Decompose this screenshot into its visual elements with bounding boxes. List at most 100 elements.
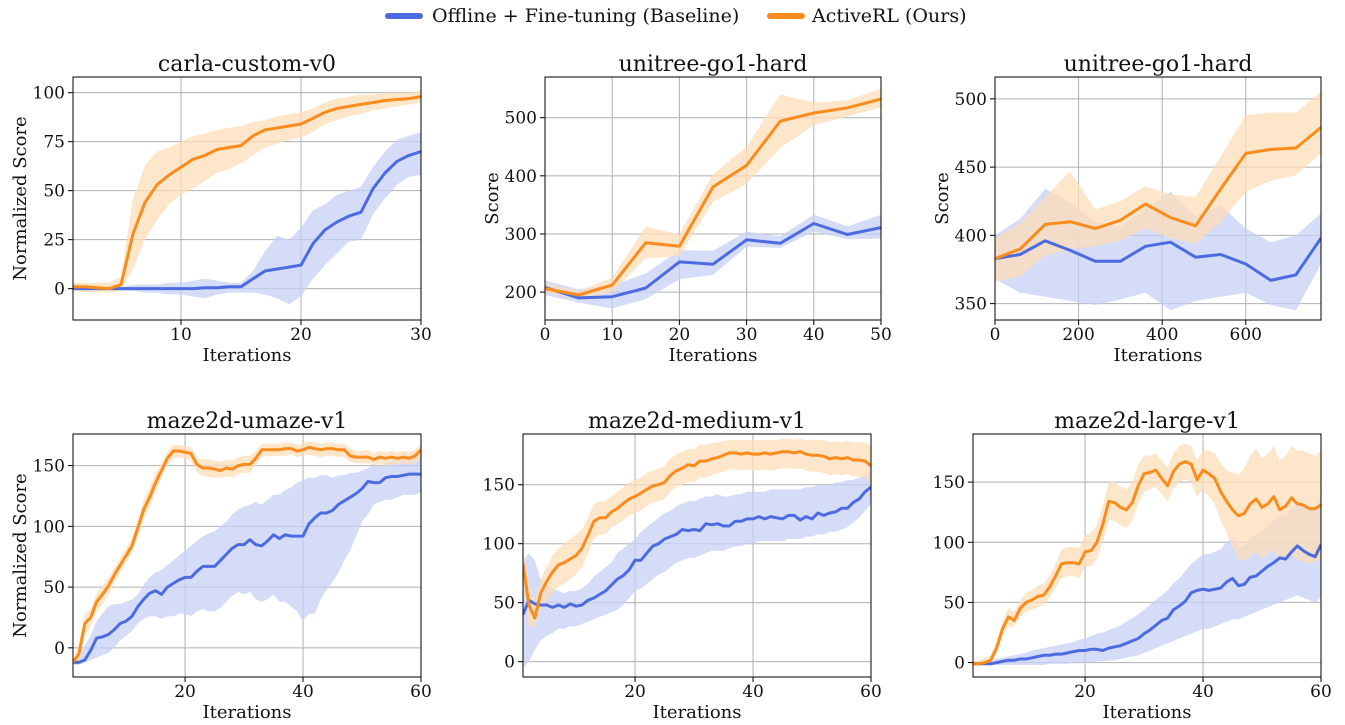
y-tick-label: 0 [954, 654, 965, 674]
chart-title: unitree-go1-hard [619, 52, 808, 77]
x-tick-label: 60 [1310, 682, 1332, 702]
plot-frame [72, 76, 422, 321]
series-line-baseline [973, 544, 1321, 666]
y-tick-label: 150 [33, 457, 65, 477]
x-tick-label: 40 [803, 325, 825, 345]
y-tick-label: 50 [43, 578, 65, 598]
y-tick-label: 150 [483, 476, 515, 496]
y-tick-label: 0 [54, 639, 65, 659]
series-line-baseline [73, 150, 421, 291]
chart-panel-5: 20 40 60 0 50 100 150 maze2d-medium-v1 Iteration… [483, 409, 882, 723]
x-tick-label: 10 [170, 325, 192, 345]
plot-frame [972, 433, 1322, 678]
legend-entry-baseline: Offline + Fine-tuning (Baseline) [385, 5, 739, 27]
series-line-baseline [523, 485, 871, 616]
y-tick-label: 50 [43, 182, 65, 202]
y-tick-label: 75 [43, 133, 65, 153]
y-tick-label: 300 [505, 225, 537, 245]
plot-frame [522, 433, 872, 678]
chart-title: maze2d-large-v1 [1054, 409, 1240, 434]
series-line-ours [995, 126, 1321, 261]
y-tick-label: 400 [505, 167, 537, 187]
x-axis-label: Iterations [1114, 345, 1203, 366]
y-tick-label: 100 [33, 84, 65, 104]
confidence-band-ours [973, 443, 1321, 667]
y-axis-label: Score [932, 172, 953, 225]
x-tick-label: 40 [742, 682, 764, 702]
confidence-band-ours [545, 88, 881, 300]
confidence-band-ours [995, 92, 1321, 282]
series-line-ours [545, 97, 881, 297]
plot-frame [72, 433, 422, 678]
x-tick-label: 50 [870, 325, 892, 345]
y-tick-label: 25 [43, 231, 65, 251]
plot-area [995, 92, 1321, 311]
series-line-ours [973, 460, 1321, 666]
x-tick-label: 20 [669, 325, 691, 345]
x-tick-label: 20 [624, 682, 646, 702]
x-tick-label: 20 [1074, 682, 1096, 702]
x-tick-label: 400 [1146, 325, 1178, 345]
x-axis-label: Iterations [203, 345, 292, 366]
plot-area [73, 90, 421, 305]
y-tick-label: 200 [505, 283, 537, 303]
x-tick-label: 10 [601, 325, 623, 345]
legend-label-baseline: Offline + Fine-tuning (Baseline) [432, 5, 739, 27]
plot-area [973, 443, 1321, 667]
series-line-ours [73, 445, 421, 664]
x-tick-label: 0 [540, 325, 551, 345]
y-tick-label: 150 [933, 473, 965, 493]
y-axis-label: Score [482, 172, 503, 225]
x-tick-label: 20 [290, 325, 312, 345]
y-tick-label: 100 [933, 533, 965, 553]
y-axis-label: Normalized Score [10, 473, 31, 637]
series-line-baseline [545, 222, 881, 300]
plot-area [545, 88, 881, 309]
chart-panel-3: 0 200 400 600 350 400 450 500 unitree-go1-hard It… [932, 52, 1322, 366]
legend-entry-ours: ActiveRL (Ours) [767, 5, 967, 27]
x-tick-label: 40 [292, 682, 314, 702]
series-line-baseline [73, 472, 421, 664]
series-line-baseline [995, 237, 1321, 282]
plot-area [73, 441, 421, 665]
x-axis-label: Iterations [203, 702, 292, 723]
plot-area [523, 438, 871, 668]
x-tick-label: 20 [174, 682, 196, 702]
y-tick-label: 500 [505, 109, 537, 129]
confidence-band-baseline [73, 453, 421, 665]
chart-title: carla-custom-v0 [158, 52, 336, 77]
y-tick-label: 50 [943, 593, 965, 613]
y-axis-label: Normalized Score [10, 116, 31, 280]
chart-panel-6: 20 40 60 0 50 100 150 maze2d-large-v1 Iterations [933, 409, 1332, 723]
x-tick-label: 60 [410, 682, 432, 702]
x-tick-label: 600 [1230, 325, 1262, 345]
confidence-band-baseline [523, 470, 871, 668]
y-tick-label: 100 [483, 535, 515, 555]
y-tick-label: 450 [955, 158, 987, 178]
x-tick-label: 30 [410, 325, 432, 345]
y-tick-label: 100 [33, 517, 65, 537]
plot-frame [994, 76, 1322, 321]
x-tick-label: 40 [1192, 682, 1214, 702]
series-line-ours [523, 450, 871, 620]
y-tick-label: 400 [955, 226, 987, 246]
chart-panel-1: 10 20 30 0 25 50 75 100 carla-custom-v0 Iteration… [10, 52, 432, 366]
chart-title: maze2d-umaze-v1 [147, 409, 348, 434]
x-tick-label: 0 [990, 325, 1001, 345]
x-axis-label: Iterations [653, 702, 742, 723]
x-tick-label: 30 [736, 325, 758, 345]
legend: Offline + Fine-tuning (Baseline) ActiveR… [385, 5, 967, 27]
chart-title: maze2d-medium-v1 [588, 409, 806, 434]
x-tick-label: 200 [1062, 325, 1094, 345]
chart-panel-2: 0 10 20 30 40 50 200 300 400 500 unitree-go1-hard I… [482, 52, 892, 366]
series-line-ours [73, 95, 421, 291]
x-axis-label: Iterations [669, 345, 758, 366]
x-tick-label: 60 [860, 682, 882, 702]
y-tick-label: 350 [955, 295, 987, 315]
y-tick-label: 500 [955, 90, 987, 110]
y-tick-label: 50 [493, 594, 515, 614]
chart-title: unitree-go1-hard [1064, 52, 1253, 77]
legend-label-ours: ActiveRL (Ours) [811, 5, 967, 27]
x-axis-label: Iterations [1103, 702, 1192, 723]
